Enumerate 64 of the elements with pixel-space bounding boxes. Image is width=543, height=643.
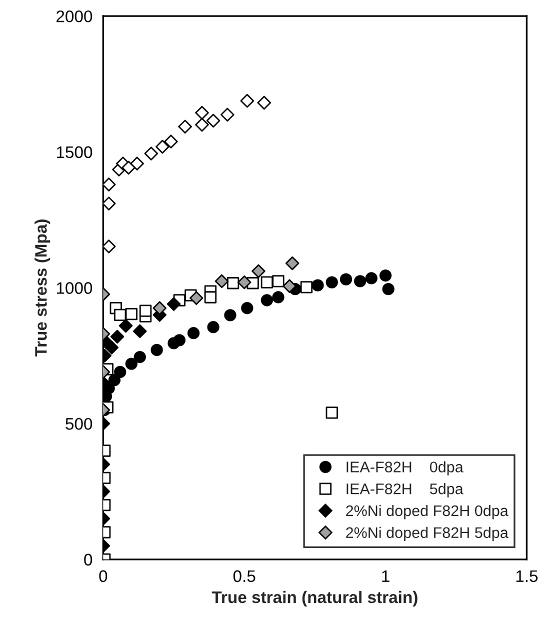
point: [114, 308, 126, 321]
x-tick-label: 0: [99, 570, 108, 582]
point: [178, 120, 192, 134]
x-tick-label: 0.5: [233, 570, 256, 582]
y-tick-label: 1500: [56, 146, 92, 158]
point: [260, 294, 274, 306]
point: [195, 106, 209, 120]
y-tick-label: 0: [84, 554, 92, 566]
point: [252, 264, 266, 278]
point: [152, 301, 167, 316]
point: [130, 156, 144, 170]
x-axis-title: True strain (natural strain): [212, 590, 418, 606]
point: [195, 118, 209, 132]
y-tick-label: 2000: [56, 10, 92, 22]
x-tick-label: 1: [382, 570, 390, 582]
point: [164, 134, 178, 148]
point: [237, 275, 252, 290]
point: [224, 309, 236, 322]
point: [282, 279, 296, 294]
point: [260, 276, 274, 288]
point: [326, 276, 338, 288]
y-axis-title: True stress (Mpa): [34, 220, 50, 357]
point: [103, 196, 116, 210]
point: [285, 256, 300, 270]
point: [214, 274, 229, 288]
legend-label: IEA-F82H 5dpa: [346, 483, 464, 498]
point: [240, 94, 254, 108]
point: [220, 108, 234, 122]
x-tick-label: 1.5: [516, 570, 538, 582]
point: [187, 327, 200, 340]
point: [189, 291, 204, 305]
point: [354, 275, 366, 288]
point: [257, 96, 272, 110]
legend-label: IEA-F82H 0dpa: [346, 461, 464, 476]
legend-label: 2%Ni doped F82H 5dpa: [346, 526, 508, 542]
legend-label: 2%Ni doped F82H 0dpa: [346, 504, 508, 520]
point: [144, 146, 158, 160]
point: [206, 114, 220, 128]
point: [312, 279, 324, 292]
point: [139, 304, 152, 317]
point: [204, 291, 217, 304]
y-tick-label: 500: [66, 418, 92, 430]
point: [379, 269, 392, 282]
point: [326, 406, 338, 419]
point: [272, 275, 284, 288]
point: [365, 272, 378, 284]
point: [272, 291, 284, 304]
point: [156, 140, 170, 154]
y-tick-label: 1000: [56, 282, 92, 294]
point: [300, 281, 313, 294]
point: [226, 277, 240, 290]
point: [103, 240, 116, 254]
point: [340, 273, 352, 286]
point: [241, 302, 254, 314]
point: [150, 344, 163, 356]
point: [114, 366, 126, 378]
point: [122, 160, 136, 175]
point: [173, 334, 186, 346]
point: [207, 321, 220, 334]
point: [382, 283, 394, 296]
point: [103, 178, 116, 192]
point: [125, 358, 138, 370]
point: [125, 308, 138, 320]
point: [134, 350, 146, 364]
